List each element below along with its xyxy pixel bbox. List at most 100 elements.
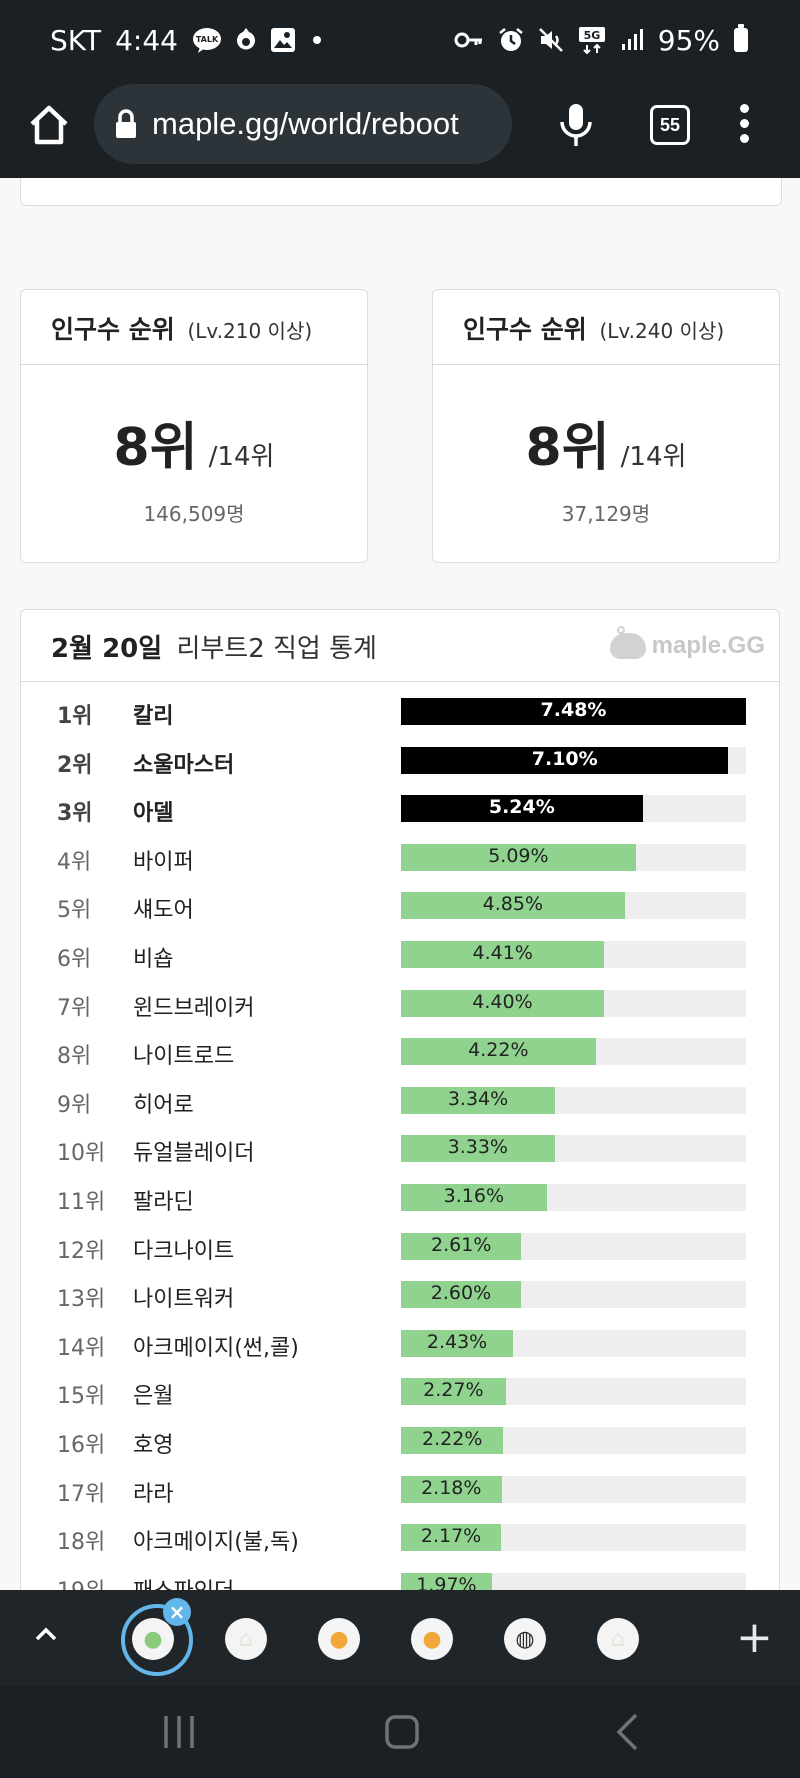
job-rank: 1위 [57, 704, 93, 729]
percent-bar-fill [401, 1329, 514, 1357]
job-stat-row: 16위 호영 2.22% [21, 1419, 779, 1467]
job-name: 다크나이트 [133, 1238, 235, 1264]
globe-icon[interactable]: ◍ [504, 1618, 546, 1660]
home-button[interactable] [26, 102, 72, 148]
percent-label: 7.48% [540, 699, 607, 721]
rank-value: 8위 [113, 418, 198, 478]
job-name: 히어로 [133, 1092, 194, 1118]
percent-bar-track: 7.48% [401, 698, 746, 725]
job-stat-row: 18위 아크메이지(불,독) 2.17% [21, 1516, 779, 1564]
tab-favicon-glyph: ● [329, 1626, 349, 1652]
percent-bar-track: 3.16% [401, 1184, 746, 1211]
percent-bar-fill [401, 1135, 555, 1163]
carrier-label: SKT [50, 23, 102, 57]
job-rank: 16위 [57, 1433, 106, 1458]
percent-bar-fill [401, 746, 729, 774]
job-name: 라라 [133, 1481, 174, 1507]
percent-bar-track: 2.27% [401, 1378, 746, 1406]
address-bar[interactable]: maple.gg/world/reboot [94, 84, 512, 164]
close-tab-button[interactable]: × [163, 1598, 191, 1626]
job-name: 패스파인더 [133, 1573, 234, 1590]
percent-bar-fill [401, 1572, 492, 1590]
percent-bar-fill [401, 892, 625, 920]
job-stat-row: 5위 섀도어 4.85% [21, 884, 779, 932]
mute-icon [538, 27, 564, 53]
recent-apps-button[interactable] [162, 1714, 196, 1754]
percent-label: 1.97% [416, 1573, 477, 1590]
job-stat-row: 2위 소울마스터 7.10% [21, 739, 779, 787]
tab-favicon-glyph: ● [143, 1626, 163, 1652]
job-rank: 2위 [57, 752, 93, 778]
percent-bar-track: 7.10% [401, 746, 746, 774]
job-rank: 3위 [57, 801, 93, 827]
percent-bar-fill [401, 1475, 502, 1503]
percent-bar-fill [401, 941, 605, 968]
5g-icon: 5G [578, 26, 606, 54]
status-left: SKT 4:44 TALK [50, 24, 324, 57]
system-nav-bar [0, 1686, 800, 1778]
job-rank: 18위 [57, 1530, 106, 1556]
rank-value: 8위 [525, 418, 610, 478]
job-name: 칼리 [133, 704, 174, 729]
job-rank: 7위 [57, 995, 92, 1021]
voice-search-button[interactable] [556, 100, 596, 150]
percent-bar-track: 4.40% [401, 989, 746, 1017]
recents-icon [164, 1716, 194, 1748]
dot-icon [310, 33, 324, 47]
job-name: 바이퍼 [133, 849, 194, 875]
job-rank: 8위 [57, 1044, 92, 1070]
percent-bar-fill [401, 843, 636, 871]
rank-display: 8위 /14위 [433, 405, 779, 480]
more-menu-button[interactable] [738, 104, 750, 148]
home-nav-button[interactable] [384, 1712, 420, 1756]
percent-label: 3.33% [447, 1136, 508, 1159]
percent-bar-track: 3.34% [401, 1086, 746, 1114]
job-stats-header: 2월 20일 리부트2 직업 통계 maple.GG [21, 610, 779, 682]
card-header: 인구수 순위 (Lv.210 이상) [21, 290, 367, 365]
job-stat-row: 8위 나이트로드 4.22% [21, 1030, 779, 1078]
percent-label: 2.27% [423, 1379, 484, 1402]
job-stats-card: 2월 20일 리부트2 직업 통계 maple.GG 1위 칼리 7.48% 2위 소울… [20, 609, 780, 1590]
portal-icon[interactable]: ⌂ [597, 1618, 639, 1660]
status-right: 5G 95% [454, 24, 748, 57]
percent-bar-track: 5.09% [401, 843, 746, 871]
job-rank: 19위 [57, 1573, 105, 1590]
job-name: 소울마스터 [133, 752, 235, 778]
back-nav-button[interactable] [612, 1712, 640, 1756]
back-chevron-icon [616, 1713, 638, 1751]
percent-label: 4.85% [482, 893, 544, 916]
percent-label: 4.22% [468, 1039, 529, 1062]
job-name: 아크메이지(불,독) [133, 1530, 299, 1556]
job-stat-row: 14위 아크메이지(썬,콜) 2.43% [21, 1322, 779, 1370]
job-rank: 12위 [57, 1238, 106, 1264]
stats-title: 리부트2 직업 통계 [176, 634, 377, 664]
percent-bar-track: 3.33% [401, 1135, 746, 1163]
job-rank: 9위 [57, 1092, 92, 1118]
job-stat-row: 11위 팔라딘 3.16% [21, 1176, 779, 1224]
slime-icon[interactable]: ● [132, 1618, 174, 1660]
percent-label: 4.40% [472, 990, 533, 1013]
tab-switcher-button[interactable]: 55 [650, 105, 690, 145]
tab-favicon-glyph: ⌂ [611, 1626, 625, 1652]
job-stat-row: 19위 패스파인더 1.97% [21, 1565, 779, 1590]
percent-bar-fill [401, 1086, 556, 1114]
percent-bar-fill [401, 1524, 502, 1552]
job-name: 은월 [133, 1384, 174, 1410]
job-name: 아크메이지(썬,콜) [133, 1335, 299, 1361]
percent-bar-track: 1.97% [401, 1572, 746, 1590]
portal-icon[interactable]: ⌂ [225, 1618, 267, 1660]
job-name: 팔라딘 [133, 1190, 194, 1215]
collapse-tabs-button[interactable] [34, 1622, 58, 1646]
new-tab-button[interactable]: + [736, 1612, 773, 1663]
status-bar: SKT 4:44 TALK 5G 95% [0, 0, 800, 80]
percent-label: 5.24% [488, 796, 555, 819]
gallery-icon [270, 27, 296, 53]
previous-card-edge [20, 178, 782, 206]
percent-bar-fill [401, 795, 643, 823]
tab-favicon-glyph: ● [422, 1626, 442, 1652]
mushroom-icon[interactable]: ● [318, 1618, 360, 1660]
job-stat-row: 6위 비숍 4.41% [21, 933, 779, 981]
stats-date: 2월 20일 [51, 634, 163, 664]
clock: 4:44 [115, 23, 178, 57]
mushroom-icon[interactable]: ● [411, 1618, 453, 1660]
